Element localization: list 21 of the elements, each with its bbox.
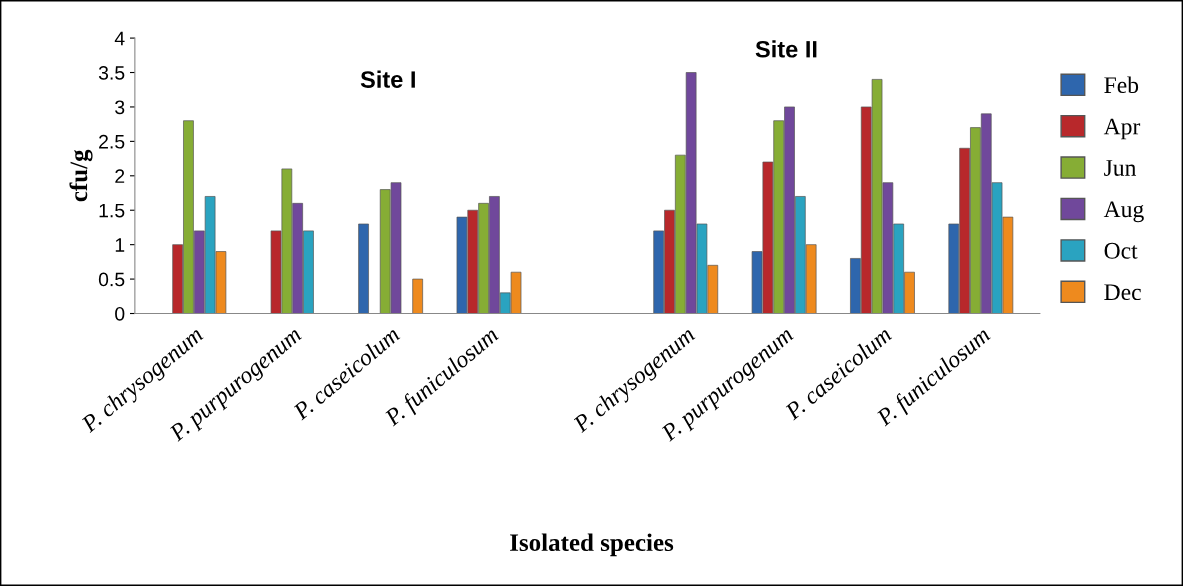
y-tick-label: 1 (115, 238, 125, 252)
legend-label: Aug (1103, 201, 1144, 223)
y-axis-title: cfu/g (69, 149, 93, 202)
bar (358, 223, 369, 314)
y-tick-label: 0.5 (98, 272, 125, 287)
legend-label: Dec (1104, 284, 1141, 301)
x-axis-title: Isolated species (510, 533, 674, 557)
bar (412, 278, 423, 314)
y-tick-label: 2.5 (99, 134, 125, 149)
y-tick-label: 1.5 (99, 203, 125, 218)
y-tick-label: 0 (115, 306, 125, 321)
y-tick-label: 3 (115, 100, 125, 115)
legend-label: Apr (1103, 118, 1141, 140)
y-tick-label: 4 (114, 31, 125, 46)
legend-label: Jun (1104, 160, 1137, 176)
annotation: Site II (755, 40, 817, 58)
legend-label: Feb (1104, 76, 1139, 94)
legend-label: Oct (1104, 242, 1138, 259)
y-tick-label: 2 (115, 169, 125, 183)
y-tick-label: 3.5 (98, 65, 125, 80)
annotation: Site I (360, 70, 415, 88)
